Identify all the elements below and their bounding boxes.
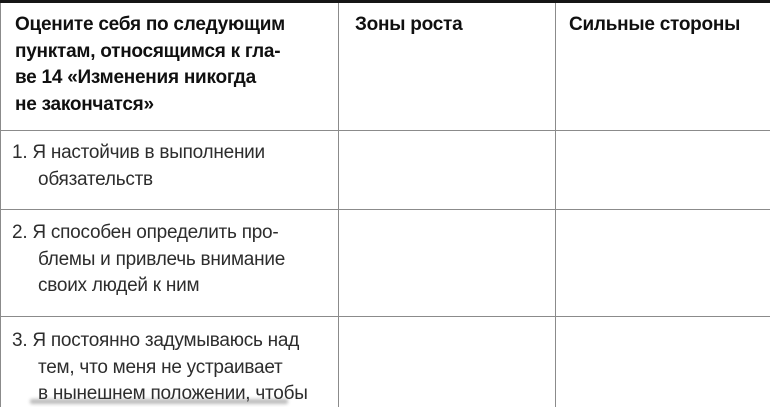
header-criteria-line: Оцените себя по следующим [15, 14, 285, 35]
strengths-cell-3 [555, 316, 770, 407]
growth-zone-cell-2 [338, 209, 556, 317]
header-criteria-line: ве 14 «Изменения никогда [15, 67, 256, 88]
strengths-cell-1 [555, 130, 770, 210]
table-row-3: 3. Я постоянно задумываюсь над тем, что … [0, 316, 770, 407]
item-text-line: своих людей к ним [38, 275, 200, 296]
growth-zone-cell-3 [338, 316, 556, 407]
item-text-line: 2. Я способен определить про- [12, 222, 279, 243]
header-criteria-line: пунктам, относящимся к гла- [15, 40, 281, 62]
item-text-line: 1. Я настойчив в выполнении [12, 142, 265, 163]
header-growth-zones-label: Зоны роста [355, 14, 463, 35]
item-text-line: тем, что меня не устраивает [38, 356, 283, 378]
table-row-1: 1. Я настойчив в выполнении обязательств [0, 130, 770, 210]
item-text-line: блемы и привлечь внимание [38, 248, 286, 270]
item-cell-1: 1. Я настойчив в выполнении обязательств [0, 130, 339, 210]
header-criteria-line: не закончатся» [15, 93, 154, 115]
header-criteria: Оцените себя по следующим пунктам, относ… [0, 1, 339, 131]
growth-zone-cell-1 [338, 130, 556, 210]
item-text-line: 3. Я постоянно задумываюсь над [12, 330, 300, 351]
header-growth-zones: Зоны роста [338, 1, 556, 131]
item-text-line: обязательств [38, 168, 153, 190]
item-text-line: в нынешнем положении, чтобы [38, 383, 308, 404]
header-row: Оцените себя по следующим пунктам, относ… [0, 1, 770, 131]
header-strengths-label: Сильные стороны [569, 14, 741, 35]
header-strengths: Сильные стороны [555, 1, 770, 131]
item-cell-2: 2. Я способен определить про- блемы и пр… [0, 209, 339, 317]
strengths-cell-2 [555, 209, 770, 317]
item-cell-3: 3. Я постоянно задумываюсь над тем, что … [0, 316, 339, 407]
table-row-2: 2. Я способен определить про- блемы и пр… [0, 209, 770, 317]
